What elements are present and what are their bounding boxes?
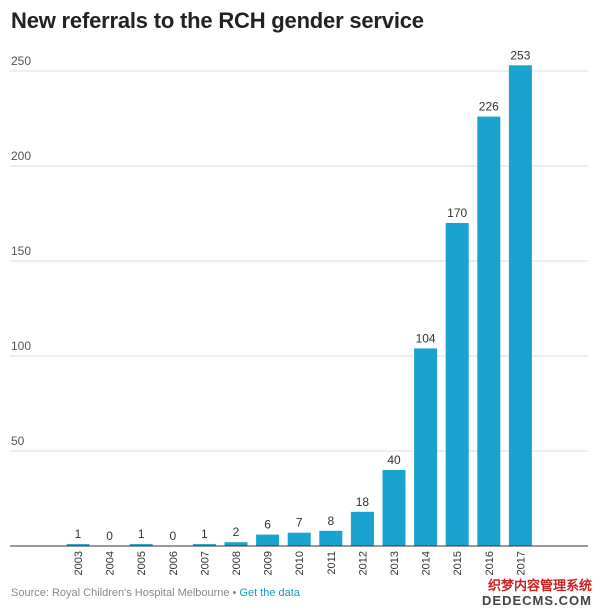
get-the-data-link[interactable]: Get the data (239, 587, 300, 599)
data-label: 40 (387, 453, 401, 467)
bar (477, 116, 501, 546)
x-tick-label: 2014 (421, 551, 433, 575)
bar (350, 511, 374, 546)
chart-footer: Source: Royal Children's Hospital Melbou… (11, 587, 300, 599)
x-tick-label: 2008 (231, 551, 243, 575)
bar (319, 530, 343, 546)
x-tick-label: 2013 (389, 551, 401, 575)
y-axis-ticks: 50 100 150 200 250 (11, 54, 31, 448)
footer-separator: • (232, 587, 237, 599)
bar (224, 542, 248, 546)
x-tick-label: 2009 (263, 551, 275, 575)
x-tick-label: 2017 (515, 551, 527, 575)
data-label: 1 (201, 527, 208, 541)
bar (508, 65, 532, 547)
data-label: 2 (233, 525, 240, 539)
y-tick-label: 100 (11, 339, 31, 353)
bar (287, 532, 311, 546)
x-tick-label: 2011 (326, 551, 338, 575)
y-tick-label: 150 (11, 244, 31, 258)
gridlines (10, 70, 588, 452)
source-text: Source: Royal Children's Hospital Melbou… (11, 587, 230, 599)
bar (129, 544, 153, 546)
x-tick-label: 2006 (168, 551, 180, 575)
y-tick-label: 250 (11, 54, 31, 68)
x-tick-label: 2004 (105, 551, 117, 575)
x-tick-label: 2015 (452, 551, 464, 575)
x-tick-label: 2003 (73, 551, 85, 575)
bars (66, 65, 532, 547)
bar (382, 470, 406, 546)
y-tick-label: 50 (11, 434, 25, 448)
bar (445, 223, 469, 546)
x-tick-label: 2007 (199, 551, 211, 575)
bar (192, 544, 216, 546)
data-label: 6 (264, 518, 271, 532)
bar (256, 534, 280, 546)
bar (414, 348, 438, 546)
y-tick-label: 200 (11, 149, 31, 163)
x-tick-label: 2012 (357, 551, 369, 575)
data-label: 226 (479, 100, 499, 114)
watermark-line1: 织梦内容管理系统 (487, 578, 592, 593)
watermark-line2: DEDECMS.COM (482, 593, 592, 608)
data-label: 170 (447, 206, 467, 220)
watermark-logo: 织梦内容管理系统 DEDECMS.COM (482, 578, 592, 608)
bar (66, 544, 90, 546)
data-label: 0 (106, 529, 113, 543)
data-label: 104 (416, 331, 436, 345)
data-label: 18 (356, 495, 370, 509)
data-label: 253 (510, 48, 530, 62)
data-label: 7 (296, 516, 303, 530)
x-axis-ticks: 2003 2004 2005 2006 2007 2008 2009 2010 2011 2012… (73, 551, 527, 575)
data-label: 0 (169, 529, 176, 543)
x-tick-label: 2005 (136, 551, 148, 575)
x-tick-label: 2016 (484, 551, 496, 575)
data-label: 8 (327, 514, 334, 528)
data-labels: 1 0 1 0 1 2 6 7 8 18 40 104 170 226 253 (75, 48, 531, 543)
data-label: 1 (138, 527, 145, 541)
bar-chart: 50 100 150 200 250 1 0 1 0 1 2 6 7 8 18 40 104 170 226 253… (10, 48, 588, 575)
x-tick-label: 2010 (294, 551, 306, 575)
chart-title: New referrals to the RCH gender service (11, 8, 424, 33)
data-label: 1 (75, 527, 82, 541)
